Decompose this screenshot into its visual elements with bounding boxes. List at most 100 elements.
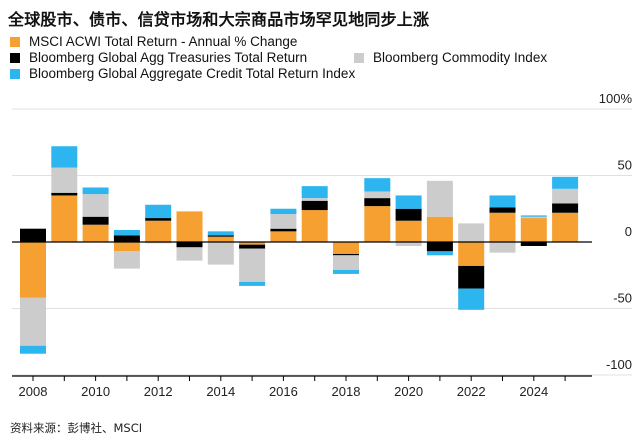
bar-credit-2015 [239, 281, 266, 286]
bar-credit-2022 [458, 288, 485, 310]
bar-commodity-2008 [20, 297, 46, 346]
bar-treasuries-2008 [20, 228, 46, 242]
legend-item-commodity: Bloomberg Commodity Index [354, 50, 547, 65]
legend-swatch-commodity [354, 52, 364, 63]
bar-commodity-2021 [426, 180, 453, 217]
y-tick-label: -50 [613, 291, 632, 306]
bar-msci-2023 [489, 212, 516, 242]
bar-commodity-2017 [301, 198, 328, 201]
bar-msci-2019 [364, 206, 391, 242]
x-tick-label: 2018 [332, 384, 361, 399]
bar-commodity-2015 [239, 248, 266, 282]
bar-credit-2010 [82, 187, 109, 195]
bar-commodity-2013 [176, 247, 203, 261]
x-tick-label: 2016 [269, 384, 298, 399]
legend-item-msci: MSCI ACWI Total Return - Annual % Change [10, 34, 297, 49]
bar-credit-2019 [364, 178, 391, 192]
bar-msci-2010 [82, 224, 109, 242]
bar-treasuries-2009 [51, 192, 78, 196]
bar-commodity-2010 [82, 194, 109, 217]
x-tick-label: 2020 [394, 384, 423, 399]
bar-credit-2012 [145, 204, 172, 219]
bar-msci-2018 [333, 242, 359, 254]
bar-msci-2009 [51, 195, 78, 242]
x-tick-label: 2014 [206, 384, 235, 399]
bar-msci-2015 [239, 242, 266, 245]
bar-treasuries-2015 [239, 244, 266, 249]
bar-credit-2014 [207, 231, 234, 236]
x-tick-label: 2024 [519, 384, 548, 399]
bar-credit-2025 [552, 176, 579, 189]
bar-treasuries-2014 [207, 235, 234, 237]
bar-credit-2024 [520, 215, 547, 217]
bar-commodity-2009 [51, 167, 78, 193]
bar-msci-2025 [552, 212, 579, 242]
bar-commodity-2012 [145, 242, 172, 244]
legend-swatch-credit [10, 68, 20, 79]
bar-credit-2008 [20, 345, 46, 354]
bar-commodity-2011 [113, 251, 140, 269]
bar-commodity-2016 [270, 214, 297, 229]
bar-treasuries-2019 [364, 198, 391, 207]
x-tick-label: 2022 [457, 384, 486, 399]
axes: 100% 50 0 -50 -100 2008 2010 2012 2014 2016 2018 20… [12, 91, 632, 399]
bar-credit-2020 [395, 195, 422, 209]
bar-msci-2012 [145, 220, 172, 242]
legend-swatch-msci [10, 36, 20, 47]
source-note: 资料来源：彭博社、MSCI [10, 421, 143, 435]
y-tick-label: 0 [625, 224, 632, 239]
bar-treasuries-2013 [176, 242, 203, 248]
bar-msci-2017 [301, 210, 328, 242]
x-tick-label: 2010 [81, 384, 110, 399]
bar-treasuries-2025 [552, 203, 579, 213]
bar-credit-2023 [489, 195, 516, 208]
gridlines [12, 108, 632, 376]
bar-treasuries-2016 [270, 228, 297, 232]
bar-credit-2016 [270, 208, 297, 215]
bar-msci-2011 [113, 242, 140, 252]
bar-msci-2021 [426, 216, 453, 242]
legend-label-treasuries: Bloomberg Global Agg Treasuries Total Re… [29, 50, 308, 65]
bar-msci-2008 [20, 242, 46, 298]
bar-msci-2016 [270, 231, 297, 242]
bar-commodity-2023 [489, 242, 516, 253]
bar-msci-2020 [395, 220, 422, 242]
bar-credit-2011 [113, 230, 140, 236]
bar-treasuries-2010 [82, 216, 109, 225]
bar-commodity-2022 [458, 223, 485, 242]
bar-credit-2009 [51, 146, 78, 168]
y-tick-label: 50 [618, 158, 632, 173]
bar-treasuries-2022 [458, 265, 485, 289]
bar-treasuries-2023 [489, 207, 516, 213]
legend-item-credit: Bloomberg Global Aggregate Credit Total … [10, 66, 355, 81]
bar-credit-2018 [333, 269, 359, 274]
bar-treasuries-2021 [426, 242, 453, 252]
y-tick-label: -100 [606, 357, 632, 372]
bar-msci-2022 [458, 242, 485, 266]
bar-commodity-2018 [333, 255, 359, 270]
bar-commodity-2019 [364, 191, 391, 199]
x-tick-label: 2008 [19, 384, 48, 399]
legend-label-commodity: Bloomberg Commodity Index [373, 50, 548, 65]
bar-treasuries-2017 [301, 200, 328, 211]
legend-label-credit: Bloomberg Global Aggregate Credit Total … [29, 66, 356, 81]
bar-commodity-2025 [552, 188, 579, 204]
bar-credit-2017 [301, 186, 328, 199]
bar-treasuries-2012 [145, 218, 172, 221]
bar-commodity-2024 [520, 216, 547, 219]
bar-msci-2014 [207, 236, 234, 242]
bar-treasuries-2018 [333, 253, 359, 256]
y-tick-label: 100% [599, 91, 633, 106]
bar-treasuries-2024 [520, 242, 547, 246]
legend-item-treasuries: Bloomberg Global Agg Treasuries Total Re… [10, 50, 307, 65]
bars [20, 146, 579, 354]
bar-msci-2024 [520, 218, 547, 242]
chart-title: 全球股市、债市、信贷市场和大宗商品市场罕见地同步上涨 [8, 10, 430, 29]
bar-treasuries-2020 [395, 208, 422, 221]
bar-treasuries-2011 [113, 235, 140, 242]
bar-credit-2021 [426, 251, 453, 256]
legend-swatch-treasuries [10, 52, 20, 63]
bar-commodity-2020 [395, 242, 422, 246]
x-tick-label: 2012 [144, 384, 173, 399]
